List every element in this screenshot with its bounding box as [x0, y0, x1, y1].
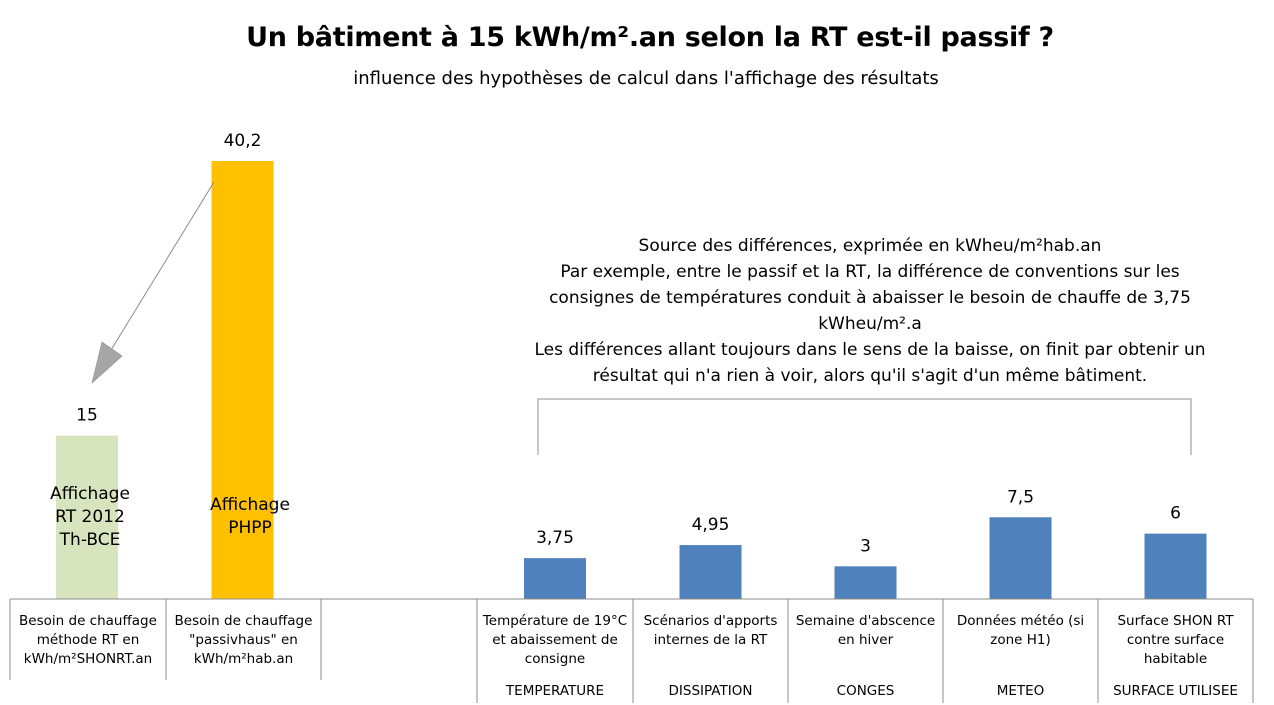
data-label: 7,5: [1007, 487, 1034, 507]
annotation-line: résultat qui n'a rien à voir, alors qu'i…: [592, 366, 1148, 386]
annotation-line: consignes de températures conduit à abai…: [549, 288, 1191, 308]
data-label: 6: [1170, 504, 1181, 524]
arrow-line: [110, 181, 215, 351]
bar: [56, 435, 118, 599]
bar-inner-line: Affichage: [210, 495, 290, 515]
category-label: Température de 19°C et abaissement de co…: [482, 613, 628, 667]
annotation-line: kWheu/m².a: [818, 314, 922, 334]
data-label: 3: [860, 536, 871, 556]
annotation-line: Source des différences, exprimée en kWhe…: [638, 236, 1102, 256]
bar: [524, 558, 586, 599]
bar: [679, 545, 742, 599]
category-label: Données météo (si zone H1): [956, 613, 1085, 648]
bar-inner-line: RT 2012: [55, 507, 125, 527]
category-label: Scénarios d'apports internes de la RT: [643, 613, 778, 648]
data-label: 3,75: [536, 528, 574, 548]
chart-title: Un bâtiment à 15 kWh/m².an selon la RT e…: [246, 22, 1054, 53]
group-label: METEO: [996, 683, 1045, 699]
group-label: DISSIPATION: [668, 683, 753, 699]
category-label: Besoin de chauffage méthode RT en kWh/m²…: [19, 613, 157, 667]
group-label: TEMPERATURE: [505, 683, 605, 699]
bar-inner-label: Affichage PHPP: [194, 494, 306, 540]
category-label: Surface SHON RT contre surface habitable: [1117, 613, 1234, 667]
bar: [834, 566, 897, 599]
category-label: Besoin de chauffage "passivhaus" en kWh/…: [174, 613, 313, 667]
bar: [1144, 533, 1207, 599]
bar: [211, 161, 274, 599]
bar-inner-label: Affichage RT 2012 Th-BCE: [38, 483, 142, 552]
annotation-text: Source des différences, exprimée en kWhe…: [520, 233, 1220, 389]
bar-inner-line: Affichage: [50, 484, 130, 504]
group-label: CONGES: [836, 683, 895, 699]
bar: [989, 517, 1052, 599]
bracket: [537, 398, 1192, 455]
arrow-head: [91, 341, 123, 384]
bar-inner-line: Th-BCE: [59, 530, 121, 550]
bar-inner-line: PHPP: [228, 518, 272, 538]
data-label: 15: [76, 406, 98, 426]
group-label: SURFACE UTILISEE: [1113, 683, 1238, 699]
category-label: Semaine d'abscence en hiver: [795, 613, 936, 648]
annotation-line: Par exemple, entre le passif et la RT, l…: [560, 262, 1180, 282]
data-label: 40,2: [224, 131, 262, 151]
data-label: 4,95: [692, 515, 730, 535]
annotation-line: Les différences allant toujours dans le …: [534, 340, 1206, 360]
chart-subtitle: influence des hypothèses de calcul dans …: [353, 68, 939, 89]
